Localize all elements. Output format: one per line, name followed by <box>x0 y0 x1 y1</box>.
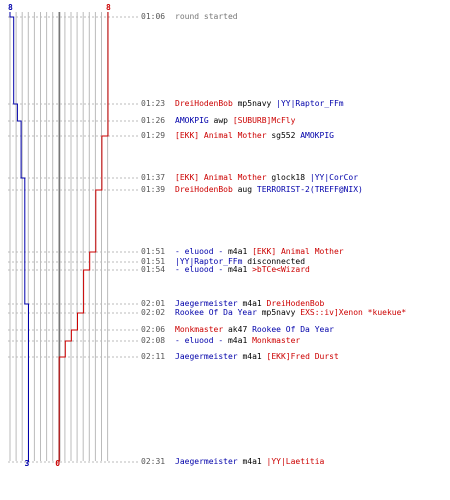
event-part: m4a1 <box>238 457 267 466</box>
event-part: [SUBURB]McFly <box>233 116 296 125</box>
event-part: [EKK] Animal Mother <box>252 247 344 256</box>
event-part: Jaegermeister <box>175 352 238 361</box>
series-lines <box>9 12 109 462</box>
event-time: 01:29 <box>141 131 165 140</box>
event-row: 02:01 Jaegermeister m4a1 DreiHodenBob <box>141 299 325 308</box>
event-row: 01:37 [EKK] Animal Mother glock18 |YY|Cor… <box>141 173 358 182</box>
event-row: 01:23 DreiHodenBob mp5navy |YY|Raptor_FFm <box>141 99 344 108</box>
event-part: - eluood - <box>175 247 223 256</box>
series-line <box>9 12 29 462</box>
event-row: 01:26 AMOKPIG awp [SUBURB]McFly <box>141 116 296 125</box>
event-part: disconnected <box>242 257 305 266</box>
event-part: [EKK]Fred Durst <box>267 352 339 361</box>
event-row: 01:54 - eluood - m4a1 >bTCe<Wizard <box>141 265 310 274</box>
event-time: 02:02 <box>141 308 165 317</box>
event-part: |YY|Raptor_FFm <box>276 99 344 108</box>
event-part: ak47 <box>223 325 252 334</box>
event-time: 01:51 <box>141 257 165 266</box>
event-row: 02:08 - eluood - m4a1 Monkmaster <box>141 336 300 345</box>
event-part: m4a1 <box>238 352 267 361</box>
event-text: Jaegermeister m4a1 DreiHodenBob <box>175 299 325 308</box>
event-time: 01:51 <box>141 247 165 256</box>
event-part: aug <box>233 185 257 194</box>
event-part: Monkmaster <box>252 336 300 345</box>
series-line <box>58 12 109 462</box>
event-time: 02:08 <box>141 336 165 345</box>
event-part: |YY|CorCor <box>310 173 358 182</box>
series-end-count: 0 <box>55 459 60 468</box>
event-text: DreiHodenBob mp5navy |YY|Raptor_FFm <box>175 99 344 108</box>
event-part: |YY|Laetitia <box>267 457 325 466</box>
event-part: m4a1 <box>238 299 267 308</box>
event-part: Rookee Of Da Year <box>175 308 257 317</box>
event-row: 02:02 Rookee Of Da Year mp5navy EXS::iv]X… <box>141 308 406 317</box>
event-part: glock18 <box>267 173 310 182</box>
event-text: DreiHodenBob aug TERRORIST-2(TREFF@NIX) <box>175 185 363 194</box>
event-part: m4a1 <box>223 336 252 345</box>
event-part: >bTCe<Wizard <box>252 265 310 274</box>
event-part: m4a1 <box>223 247 252 256</box>
event-time: 01:39 <box>141 185 165 194</box>
event-time: 02:11 <box>141 352 165 361</box>
event-row: 01:51 |YY|Raptor_FFm disconnected <box>141 257 305 266</box>
event-part: round started <box>175 12 238 21</box>
event-part: mp5navy <box>257 308 300 317</box>
event-text: Jaegermeister m4a1 [EKK]Fred Durst <box>175 352 339 361</box>
event-part: DreiHodenBob <box>175 185 233 194</box>
event-part: - eluood - <box>175 336 223 345</box>
event-row: 01:51 - eluood - m4a1 [EKK] Animal Mother <box>141 247 344 256</box>
event-part: mp5navy <box>233 99 276 108</box>
event-text: [EKK] Animal Mother sg552 AMOKPIG <box>175 131 334 140</box>
event-part: awp <box>209 116 233 125</box>
event-part: [EKK] Animal Mother <box>175 173 267 182</box>
series-start-count: 8 <box>8 3 13 12</box>
count-labels: 8 3 8 0 <box>8 3 111 468</box>
event-part: - eluood - <box>175 265 223 274</box>
event-part: Jaegermeister <box>175 457 238 466</box>
event-part: AMOKPIG <box>175 116 209 125</box>
event-row: 02:06 Monkmaster ak47 Rookee Of Da Year <box>141 325 334 334</box>
event-text: Jaegermeister m4a1 |YY|Laetitia <box>175 457 325 466</box>
event-part: TERRORIST-2(TREFF@NIX) <box>257 185 363 194</box>
event-time: 01:54 <box>141 265 165 274</box>
event-text: |YY|Raptor_FFm disconnected <box>175 257 305 266</box>
event-text: [EKK] Animal Mother glock18 |YY|CorCor <box>175 173 358 182</box>
event-row: 02:31 Jaegermeister m4a1 |YY|Laetitia <box>141 457 325 466</box>
event-text: - eluood - m4a1 Monkmaster <box>175 336 300 345</box>
event-time: 02:31 <box>141 457 165 466</box>
grid-lines <box>9 12 109 461</box>
event-text: AMOKPIG awp [SUBURB]McFly <box>175 116 296 125</box>
event-part: m4a1 <box>223 265 252 274</box>
event-part: DreiHodenBob <box>175 99 233 108</box>
event-part: Jaegermeister <box>175 299 238 308</box>
event-row: 01:06 round started <box>141 12 238 21</box>
event-part: Monkmaster <box>175 325 223 334</box>
event-dash-lines <box>8 16 138 463</box>
event-part: EXS::iv]Xenon *kuekue* <box>300 308 406 317</box>
event-part: AMOKPIG <box>300 131 334 140</box>
event-time: 02:06 <box>141 325 165 334</box>
event-row: 02:11 Jaegermeister m4a1 [EKK]Fred Durst <box>141 352 339 361</box>
event-text: Monkmaster ak47 Rookee Of Da Year <box>175 325 334 334</box>
event-time: 01:26 <box>141 116 165 125</box>
event-time: 01:23 <box>141 99 165 108</box>
event-part: |YY|Raptor_FFm <box>175 257 243 266</box>
event-log: 01:06 round started 01:23 DreiHodenBob mp5n… <box>141 12 406 466</box>
event-part: [EKK] Animal Mother <box>175 131 267 140</box>
event-text: - eluood - m4a1 >bTCe<Wizard <box>175 265 310 274</box>
event-part: Rookee Of Da Year <box>252 325 334 334</box>
event-time: 02:01 <box>141 299 165 308</box>
event-part: sg552 <box>267 131 301 140</box>
event-text: - eluood - m4a1 [EKK] Animal Mother <box>175 247 344 256</box>
event-time: 01:06 <box>141 12 165 21</box>
event-part: DreiHodenBob <box>267 299 325 308</box>
event-row: 01:29 [EKK] Animal Mother sg552 AMOKPIG <box>141 131 334 140</box>
event-text: Rookee Of Da Year mp5navy EXS::iv]Xenon … <box>175 308 406 317</box>
series-start-count: 8 <box>106 3 111 12</box>
event-text: round started <box>175 12 238 21</box>
event-time: 01:37 <box>141 173 165 182</box>
series-end-count: 3 <box>25 459 30 468</box>
event-row: 01:39 DreiHodenBob aug TERRORIST-2(TREFF@… <box>141 185 363 194</box>
